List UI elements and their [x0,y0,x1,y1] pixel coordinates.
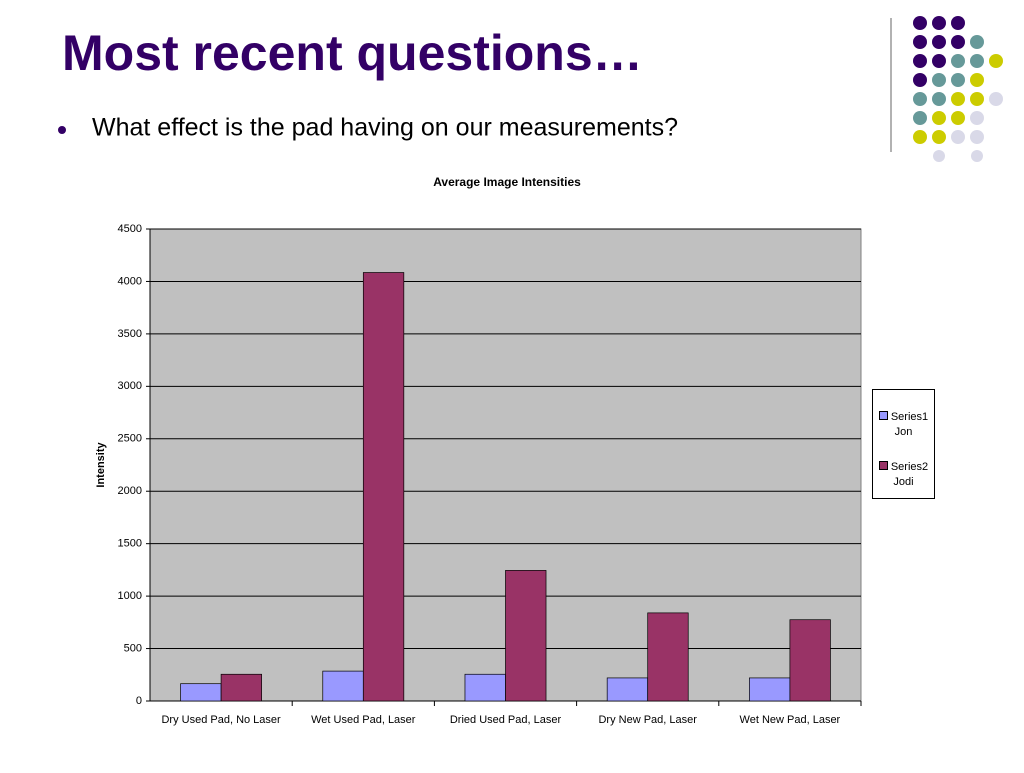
legend-label: Series2 Jodi [890,461,929,488]
bar [749,677,791,702]
y-tick-label: 3000 [118,380,142,392]
y-tick-label: 4500 [118,223,142,235]
legend: Series1 Jon Series2 Jodi [872,389,935,499]
chart-title: Average Image Intensities [433,175,581,189]
x-tick-label: Wet New Pad, Laser [740,714,841,726]
y-tick-label: 2500 [118,433,142,445]
legend-swatch [878,461,888,470]
bar [322,670,364,702]
bar [789,619,831,702]
decoration-dots [913,16,1003,162]
bar [464,673,506,702]
y-tick-label: 4000 [118,275,142,287]
y-tick-label: 0 [136,695,142,707]
x-tick-label: Dry New Pad, Laser [598,714,697,726]
bar [220,673,262,702]
legend-entry: Series1 Jon [875,410,933,440]
x-tick-label: Dried Used Pad, Laser [450,714,562,726]
bar [180,683,222,702]
y-tick-label: 2000 [118,485,142,497]
bar [505,570,547,702]
y-tick-label: 3500 [118,328,142,340]
bullet-text: What effect is the pad having on our mea… [92,114,678,142]
y-tick-label: 500 [124,642,142,654]
bar [647,612,689,702]
slide-title: Most recent questions… [62,25,643,81]
bullet-dot [58,126,66,134]
legend-swatch [878,411,888,420]
y-tick-label: 1500 [118,538,142,550]
x-tick-label: Dry Used Pad, No Laser [161,714,281,726]
bar [606,677,649,702]
y-axis-label: Intensity [95,442,107,488]
x-tick-label: Wet Used Pad, Laser [311,714,416,726]
y-tick-label: 1000 [118,590,142,602]
legend-entry: Series2 Jodi [875,460,933,490]
bar [362,272,405,702]
legend-label: Series1 Jon [890,411,929,438]
